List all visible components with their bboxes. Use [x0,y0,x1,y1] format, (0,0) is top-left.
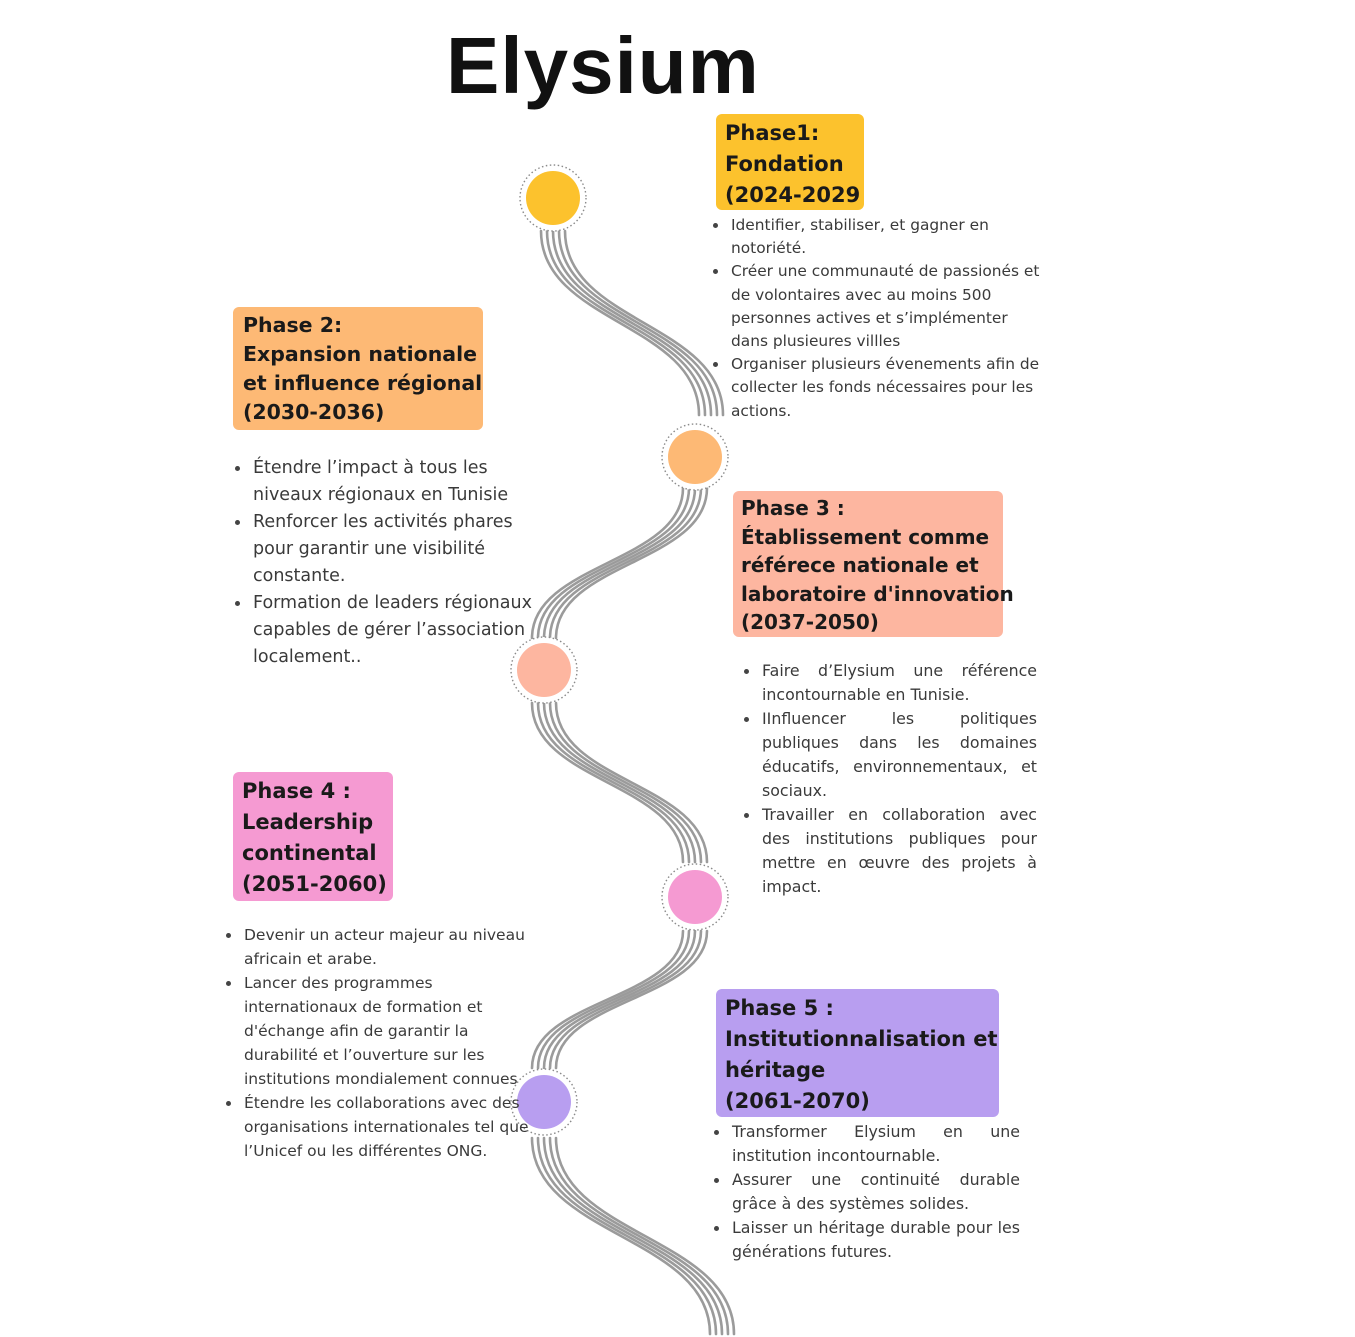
phase-1-objective: Organiser plusieurs évenements afin de c… [713,353,1041,423]
phase-1-heading-line: Phase1: [725,121,820,145]
phase-2-objective: Renforcer les activités phares pour gara… [235,509,543,590]
phase-4-heading-line: continental [242,841,377,865]
phase-1-objectives: Identifier, stabiliser, et gagner en not… [709,214,1041,423]
path-stroke [554,1136,736,1336]
milestone-markers [510,164,729,1136]
phase-2-heading-line: Expansion nationale [243,342,478,366]
phase-1-heading-line: (2024-2029 [725,183,861,207]
phase-4-heading: Phase 4 : Leadership continental (2051-2… [233,772,393,901]
phase-3-objectives: Faire d’Elysium une référence incontourn… [740,659,1037,899]
phase-5-heading-line: Institutionnalisation et [725,1027,998,1051]
phase-4-objective: Lancer des programmes internationaux de … [226,971,539,1091]
milestone-dot-3 [510,636,578,704]
winding-path-lines [530,229,736,1336]
milestone-dot-1 [519,164,587,232]
phase-5-objective: Assurer une continuité durable grâce à d… [714,1168,1020,1216]
path-stroke [530,1136,712,1336]
phase-2-objectives: Étendre l’impact à tous les niveaux régi… [231,455,543,671]
phase-5-heading-line: Phase 5 : [725,996,834,1020]
path-stroke [530,701,685,864]
path-stroke [554,701,709,864]
path-stroke [536,929,691,1070]
path-stroke [530,486,685,640]
phase-3-objective: IInfluencer les politiques publiques dan… [744,707,1037,803]
path-stroke [536,1136,718,1336]
phase-1-heading-line: Fondation [725,152,844,176]
phase-5-objectives: Transformer Elysium en une institution i… [710,1120,1020,1264]
path-stroke [557,229,719,417]
path-stroke [554,929,709,1070]
phase-2-objective: Formation de leaders régionaux capables … [235,590,543,671]
path-stroke [542,486,697,640]
path-stroke [542,929,697,1070]
path-stroke [554,486,709,640]
phase-3-heading-line: (2037-2050) [741,610,879,635]
phase-4-objective: Devenir un acteur majeur au niveau afric… [226,923,539,971]
phase-2-heading-line: Phase 2: [243,313,343,337]
path-stroke [551,229,713,417]
phase-5-heading-line: (2061-2070) [725,1089,870,1113]
path-stroke [548,929,703,1070]
phase-4-objectives: Devenir un acteur majeur au niveau afric… [222,923,539,1163]
path-stroke [536,486,691,640]
phase-2-objective: Étendre l’impact à tous les niveaux régi… [235,455,543,509]
phase-4-heading-line: (2051-2060) [242,872,387,896]
phase-3-heading-line: référece nationale et [741,553,979,578]
phase-5-heading: Phase 5 : Institutionnalisation et hérit… [716,989,999,1117]
phase-3-heading-line: Établissement comme [741,524,990,549]
milestone-dot-2 [661,423,729,491]
phase-3-objective: Travailler en collaboration avec des ins… [744,803,1037,899]
path-stroke [539,229,701,417]
path-stroke [548,486,703,640]
path-stroke [548,701,703,864]
phase-3-objective: Faire d’Elysium une référence incontourn… [744,659,1037,707]
phase-4-heading-line: Phase 4 : [242,779,351,803]
phase-2-heading-line: (2030-2036) [243,400,385,424]
phase-3-heading-line: laboratoire d'innovation [741,581,1014,606]
phase-2-heading-line: et influence régional [243,371,483,395]
path-stroke [563,229,725,417]
phase-4-heading-line: Leadership [242,810,374,834]
phase-3-heading: Phase 3 : Établissement comme référece n… [733,491,1014,637]
phase-2-heading: Phase 2: Expansion nationale et influenc… [233,307,483,430]
phase-5-objective: Transformer Elysium en une institution i… [714,1120,1020,1168]
phase-1-heading: Phase1: Fondation (2024-2029 [716,114,864,210]
phase-1-objective: Créer une communauté de passionés et de … [713,260,1041,353]
milestone-dot-5 [510,1068,578,1136]
path-stroke [536,701,691,864]
path-stroke [545,229,707,417]
path-stroke [530,929,685,1070]
phase-5-objective: Laisser un héritage durable pour les gén… [714,1216,1020,1264]
milestone-dot-4 [661,863,729,931]
path-stroke [542,701,697,864]
phase-5-heading-line: héritage [725,1058,826,1082]
phase-3-heading-line: Phase 3 : [741,496,845,520]
path-stroke [548,1136,730,1336]
phase-4-objective: Étendre les collaborations avec des orga… [226,1091,539,1163]
path-stroke [542,1136,724,1336]
phase-1-objective: Identifier, stabiliser, et gagner en not… [713,214,1041,260]
page-title: Elysium [446,21,760,110]
